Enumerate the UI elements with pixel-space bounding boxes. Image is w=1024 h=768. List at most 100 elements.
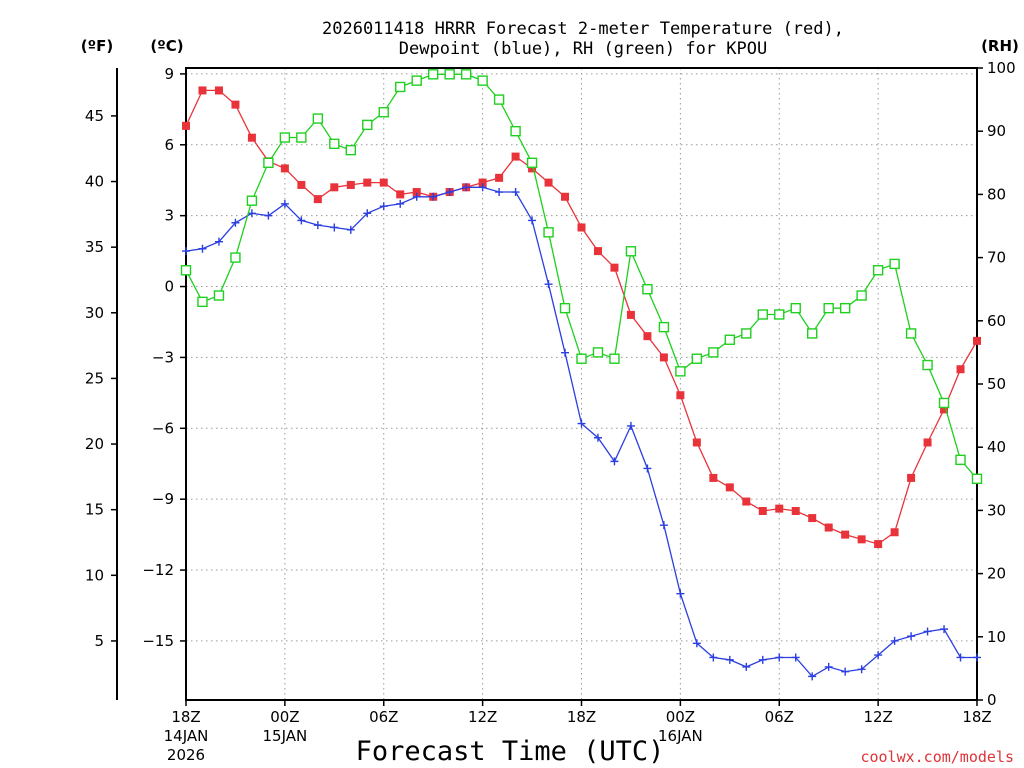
temperature-point: [577, 223, 586, 232]
dewpoint-point: [610, 457, 619, 466]
dewpoint-point: [593, 433, 602, 442]
temperature-point: [709, 473, 718, 482]
rh-point: [345, 144, 356, 156]
rh-tick-label: 70: [987, 249, 1006, 267]
dewpoint-point: [297, 216, 306, 225]
temperature-point: [544, 178, 553, 187]
fahrenheit-unit-label: (ºF): [81, 37, 113, 55]
rh-point: [905, 328, 917, 339]
data-series: [180, 69, 983, 681]
dewpoint-point: [182, 247, 190, 256]
temperature-point: [198, 86, 207, 95]
rh-point: [889, 258, 900, 270]
rh-point: [312, 113, 324, 124]
temperature-point: [313, 195, 322, 204]
rh-point: [708, 347, 719, 358]
rh-point: [510, 125, 521, 137]
x-tick-date: 15JAN: [263, 727, 308, 745]
rh-tick-label: 50: [987, 375, 1006, 393]
credit-text: coolwx.com/models: [860, 748, 1014, 766]
x-tick-date: 14JAN: [164, 727, 209, 745]
dewpoint-point: [412, 192, 421, 201]
temperature-point: [346, 180, 355, 189]
c-tick-label: −12: [142, 561, 174, 579]
f-tick-label: 15: [85, 501, 104, 519]
x-tick-label: 06Z: [765, 708, 794, 726]
rh-point: [922, 359, 933, 371]
x-axis-label: Forecast Time (UTC): [356, 736, 665, 767]
dewpoint-point: [247, 209, 256, 218]
rh-point: [691, 353, 703, 364]
dewpoint-point: [396, 199, 405, 208]
temperature-point: [379, 178, 388, 187]
dewpoint-point: [709, 653, 718, 662]
dewpoint-point: [907, 632, 916, 641]
temperature-point: [725, 483, 734, 492]
f-tick-label: 30: [85, 304, 104, 322]
rh-point: [642, 284, 653, 295]
dewpoint-point: [940, 625, 949, 634]
x-tick-label: 00Z: [666, 708, 695, 726]
dewpoint-point: [626, 421, 635, 430]
dewpoint-point: [841, 667, 850, 676]
dewpoint-point: [676, 589, 685, 598]
x-tick-year: 2026: [167, 746, 205, 764]
c-tick-label: 9: [164, 65, 174, 83]
dewpoint-point: [659, 521, 668, 530]
rh-point: [675, 366, 686, 377]
rh-point: [411, 75, 422, 86]
temperature-point: [775, 504, 784, 513]
f-tick-label: 20: [85, 435, 104, 453]
rh-point: [774, 309, 785, 320]
dewpoint-point: [445, 188, 454, 197]
c-tick-label: −6: [152, 419, 174, 437]
temperature-point: [758, 506, 767, 515]
c-tick-label: −9: [152, 490, 174, 508]
dewpoint-point: [511, 188, 520, 197]
rh-point: [180, 265, 192, 276]
rh-tick-label: 0: [987, 691, 997, 709]
x-tick-label: 18Z: [962, 708, 991, 726]
f-tick-label: 25: [85, 369, 104, 387]
dewpoint-point: [824, 662, 833, 671]
dewpoint-point: [280, 199, 289, 208]
dewpoint-point: [231, 218, 240, 227]
f-tick-label: 45: [85, 107, 104, 125]
dewpoint-point: [725, 655, 734, 664]
f-tick-label: 10: [85, 566, 104, 584]
dewpoint-point: [528, 216, 537, 225]
rh-point: [362, 119, 373, 131]
rh-point: [493, 94, 505, 105]
dewpoint-point: [214, 237, 223, 246]
rh-point: [559, 302, 571, 314]
x-tick-label: 18Z: [171, 708, 200, 726]
x-tick-label: 12Z: [863, 708, 892, 726]
dewpoint-point: [429, 192, 438, 201]
rh-tick-label: 90: [987, 122, 1006, 140]
rh-point: [526, 157, 538, 169]
temperature-point: [824, 523, 833, 532]
c-tick-label: 6: [164, 136, 174, 154]
dewpoint-point: [561, 348, 570, 357]
temperature-point: [297, 180, 306, 189]
rh-unit-label: (RH): [981, 37, 1019, 55]
f-tick-label: 35: [85, 238, 104, 256]
grid-lines: [185, 68, 978, 700]
temperature-point: [659, 353, 668, 362]
rh-tick-label: 40: [987, 438, 1006, 456]
temperature-point: [874, 540, 883, 549]
temperature-point: [412, 188, 421, 197]
temperature-point: [478, 178, 487, 187]
rh-point: [856, 290, 867, 301]
dewpoint-point: [346, 225, 355, 234]
dewpoint-point: [577, 419, 586, 428]
x-tick-label: 12Z: [468, 708, 497, 726]
rh-point: [625, 246, 637, 257]
f-tick-label: 40: [85, 173, 104, 191]
c-tick-label: −3: [152, 348, 174, 366]
rh-point: [576, 353, 587, 364]
dewpoint-point: [198, 244, 207, 253]
rh-tick-label: 30: [987, 501, 1006, 519]
temperature-point: [676, 391, 685, 400]
dewpoint-point: [462, 183, 471, 192]
